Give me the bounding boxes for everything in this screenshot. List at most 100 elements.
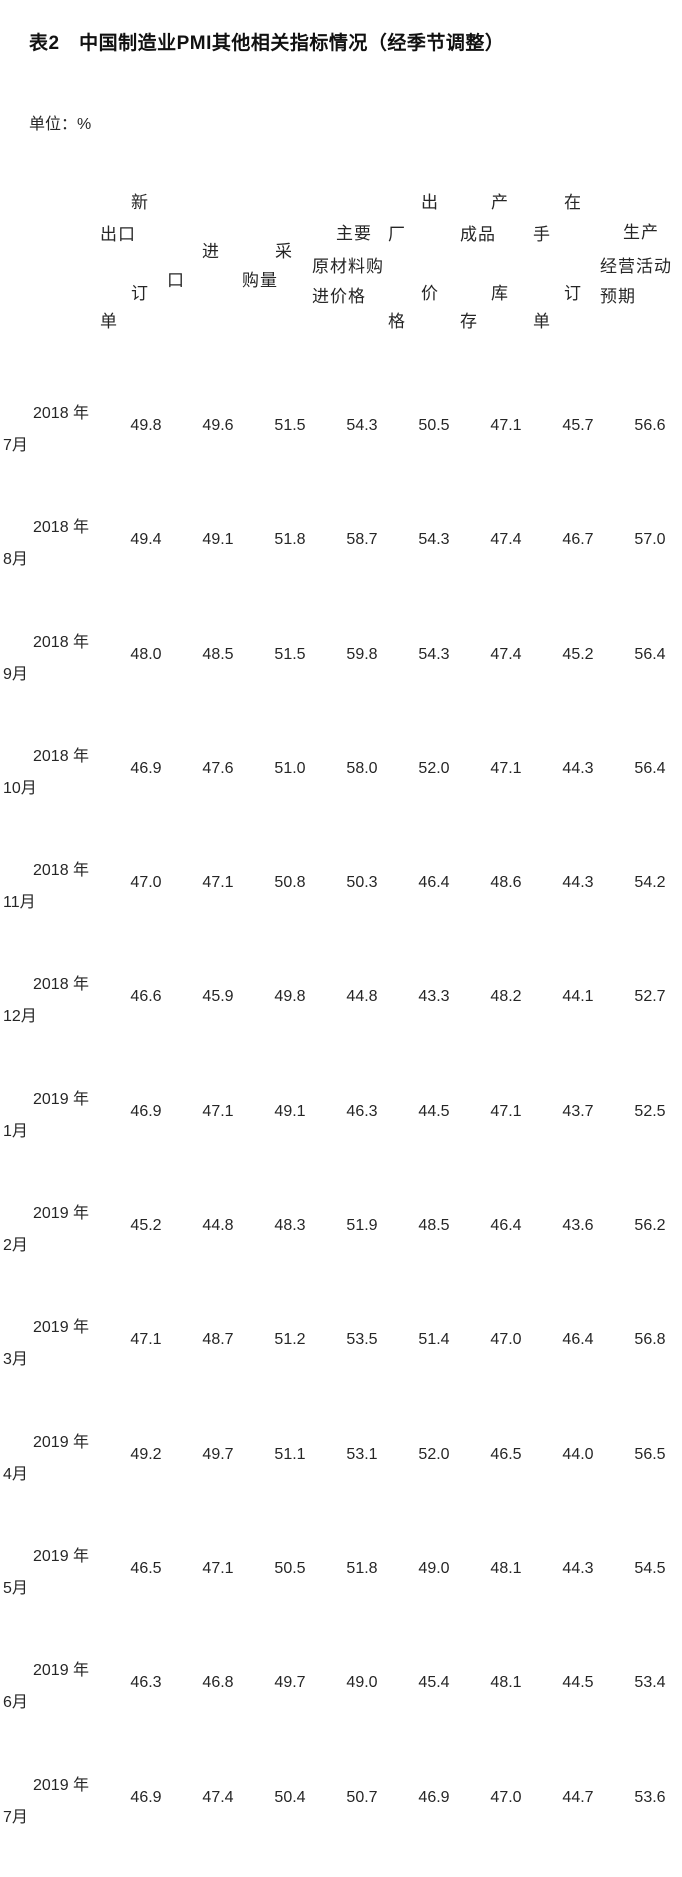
- table-cell: 49.0: [418, 1559, 450, 1577]
- header-line: 生产: [623, 223, 659, 242]
- row-label-month: 3月: [3, 1351, 28, 1369]
- table-cell: 47.0: [130, 874, 162, 892]
- table-cell: 52.0: [418, 1445, 450, 1463]
- table-cell: 44.3: [562, 759, 594, 777]
- table-cell: 49.2: [130, 1445, 162, 1463]
- table-cell: 43.7: [562, 1102, 594, 1120]
- table-cell: 51.9: [346, 1217, 378, 1235]
- table-cell: 49.8: [130, 417, 162, 434]
- header-line: 出: [421, 193, 439, 212]
- table-cell: 51.5: [274, 417, 306, 434]
- table-cell: 46.9: [130, 1788, 162, 1806]
- table-cell: 50.4: [274, 1788, 306, 1806]
- table-cell: 56.4: [634, 759, 666, 777]
- table-cell: 48.1: [490, 1674, 522, 1692]
- table-cell: 58.0: [346, 759, 378, 777]
- table-cell: 54.2: [634, 874, 666, 892]
- header-line: 成品: [460, 225, 496, 244]
- header-line: 格: [388, 312, 406, 331]
- table-cell: 49.1: [274, 1102, 306, 1120]
- column-header-finished-goods-inventory: 产成品库存: [460, 0, 540, 350]
- header-line: 口: [167, 271, 185, 290]
- table-cell: 47.1: [490, 759, 522, 777]
- table-cell: 50.5: [274, 1559, 306, 1577]
- table-cell: 45.7: [562, 417, 594, 434]
- table-cell: 54.3: [346, 417, 378, 434]
- table-cell: 47.6: [202, 759, 234, 777]
- header-line: 主要: [336, 224, 372, 243]
- table-cell: 46.9: [418, 1788, 450, 1806]
- table-cell: 44.3: [562, 1559, 594, 1577]
- row-label-month: 1月: [3, 1122, 28, 1140]
- row-label-year: 2019 年: [33, 1547, 90, 1565]
- row-label-month: 10月: [3, 779, 37, 797]
- header-line: 厂: [388, 225, 406, 244]
- header-line: 订: [131, 284, 149, 303]
- table-cell: 56.6: [634, 417, 666, 434]
- row-label-year: 2018 年: [33, 405, 90, 422]
- table-cell: 48.1: [490, 1559, 522, 1577]
- table-cell: 48.7: [202, 1331, 234, 1349]
- table-cell: 47.1: [130, 1331, 162, 1349]
- header-line: 经营活动: [600, 257, 672, 276]
- table-cell: 51.2: [274, 1331, 306, 1349]
- table-cell: 45.2: [130, 1217, 162, 1235]
- row-label-month: 8月: [3, 551, 28, 569]
- table-cell: 49.4: [130, 531, 162, 549]
- table-cell: 47.4: [202, 1788, 234, 1806]
- row-label-month: 5月: [3, 1579, 28, 1597]
- row-label-year: 2019 年: [33, 1776, 90, 1794]
- table-cell: 53.6: [634, 1788, 666, 1806]
- table-cell: 50.8: [274, 874, 306, 892]
- row-label-year: 2018 年: [33, 519, 90, 537]
- row-label-year: 2018 年: [33, 633, 90, 651]
- table-row: 2019 年 5月 46.5 47.1 50.5 51.8 49.0 48.1 44.3 54…: [0, 1534, 682, 1648]
- table-cell: 53.5: [346, 1331, 378, 1349]
- header-line: 预期: [600, 287, 636, 306]
- column-header-ex-factory-price: 出厂价格: [388, 0, 472, 350]
- table-cell: 49.8: [274, 988, 306, 1006]
- table-cell: 51.1: [274, 1445, 306, 1463]
- row-label-month: 9月: [3, 665, 28, 683]
- header-line: 订: [564, 284, 582, 303]
- table-cell: 51.5: [274, 645, 306, 663]
- row-label-month: 6月: [3, 1694, 28, 1712]
- header-line: 采: [275, 242, 293, 261]
- header-line: 购量: [242, 271, 278, 290]
- table-cell: 49.1: [202, 531, 234, 549]
- table-cell: 47.1: [202, 1102, 234, 1120]
- table-cell: 48.2: [490, 988, 522, 1006]
- table-cell: 57.0: [634, 531, 666, 549]
- table-row: 2019 年 2月 45.2 44.8 48.3 51.9 48.5 46.4 43.6 56…: [0, 1191, 682, 1305]
- table-cell: 44.5: [418, 1102, 450, 1120]
- header-line: 单: [533, 312, 551, 331]
- unit-label: 单位：%: [29, 116, 92, 133]
- row-label-year: 2018 年: [33, 862, 90, 880]
- table-cell: 49.0: [346, 1674, 378, 1692]
- table-cell: 46.4: [490, 1217, 522, 1235]
- table-cell: 51.8: [274, 531, 306, 549]
- table-cell: 45.4: [418, 1674, 450, 1692]
- header-line: 出口: [100, 225, 136, 244]
- header-line: 单: [100, 312, 118, 331]
- table-cell: 45.2: [562, 645, 594, 663]
- table-cell: 54.5: [634, 1559, 666, 1577]
- table-cell: 46.8: [202, 1674, 234, 1692]
- table-cell: 47.1: [202, 874, 234, 892]
- row-label-month: 7月: [3, 1808, 28, 1826]
- row-label-year: 2018 年: [33, 976, 90, 994]
- table-row: 2019 年 1月 46.9 47.1 49.1 46.3 44.5 47.1 43.7 52…: [0, 1077, 682, 1191]
- table-cell: 48.0: [130, 645, 162, 663]
- table-cell: 44.8: [346, 988, 378, 1006]
- header-line: 存: [460, 312, 478, 331]
- table-cell: 44.8: [202, 1217, 234, 1235]
- table-cell: 47.1: [202, 1559, 234, 1577]
- table-cell: 47.4: [490, 531, 522, 549]
- table-cell: 52.7: [634, 988, 666, 1006]
- row-label-month: 12月: [3, 1008, 37, 1026]
- table-cell: 46.9: [130, 1102, 162, 1120]
- table-cell: 47.0: [490, 1331, 522, 1349]
- table-header-row: 新出口订单进口采购量 主要 原材料购 进价格出厂价格产成品库存在手订单生产 经营活动 预期: [0, 0, 682, 350]
- table-row: 2018 年 12月 46.6 45.9 49.8 44.8 43.3 48.2 44.1 5…: [0, 962, 682, 1076]
- table-cell: 44.0: [562, 1445, 594, 1463]
